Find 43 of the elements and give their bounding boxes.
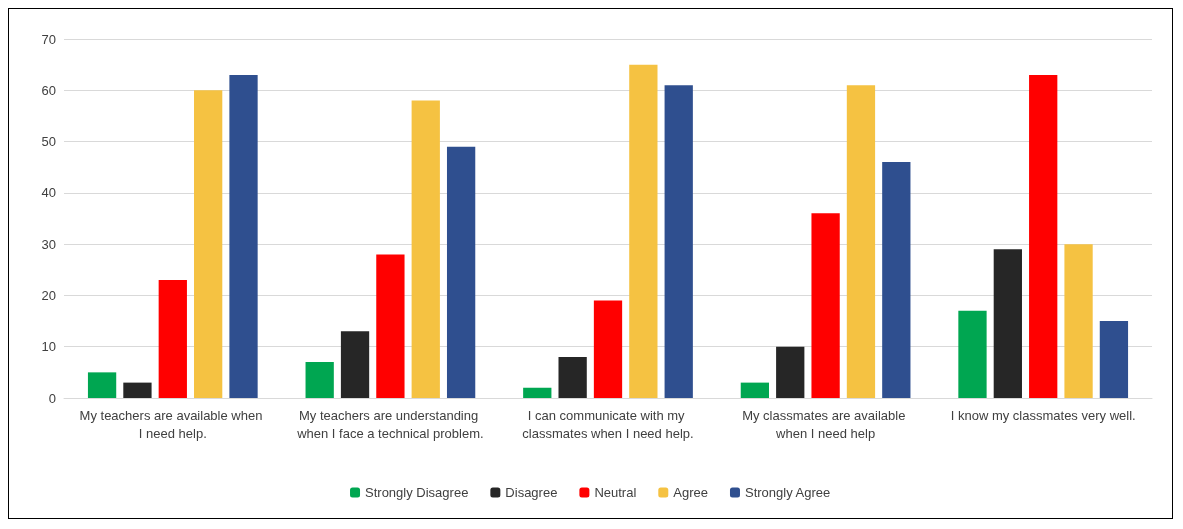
bar — [87, 372, 117, 398]
y-tick-label: 30 — [41, 236, 56, 252]
x-tick-label: My classmates are available when I need help — [742, 407, 910, 441]
bar — [558, 356, 587, 398]
legend-label: Neutral — [594, 485, 637, 500]
bar — [376, 254, 405, 398]
y-tick-label: 40 — [41, 185, 56, 201]
y-tick-label: 50 — [41, 134, 56, 150]
bar — [446, 146, 476, 398]
bar — [411, 100, 440, 398]
legend-label: Disagree — [505, 485, 558, 500]
x-tick-label: My teachers are available when I need help. — [79, 407, 267, 441]
bar — [123, 382, 152, 398]
bar — [1064, 244, 1093, 398]
bar — [776, 346, 805, 398]
bar — [629, 64, 658, 398]
bar — [194, 90, 223, 398]
x-tick-label: My teachers are understanding when I face a technical problem. — [296, 407, 484, 441]
legend-label: Strongly Disagree — [365, 485, 469, 500]
y-tick-label: 10 — [41, 339, 56, 355]
bar — [811, 213, 840, 398]
bar — [229, 74, 258, 398]
bar — [158, 280, 187, 398]
bar — [882, 162, 911, 398]
bar — [593, 300, 623, 398]
legend-label: Agree — [673, 485, 708, 500]
y-tick-label: 20 — [41, 287, 56, 303]
bar — [993, 249, 1022, 398]
bar — [958, 310, 987, 398]
x-tick-label: I can communicate with my classmates when I need help. — [522, 407, 694, 441]
bar — [523, 387, 552, 398]
bar — [305, 362, 334, 398]
y-tick-label: 0 — [48, 390, 56, 406]
y-tick-label: 60 — [41, 82, 56, 98]
legend-label: Strongly Agree — [744, 485, 831, 500]
x-tick-label: I know my classmates very well. — [950, 407, 1136, 423]
y-tick-label: 70 — [41, 31, 56, 47]
bar — [340, 331, 370, 398]
bar — [846, 85, 876, 398]
bar — [1029, 74, 1058, 398]
bar — [1099, 321, 1129, 398]
bar — [664, 85, 693, 398]
bar — [740, 382, 770, 398]
